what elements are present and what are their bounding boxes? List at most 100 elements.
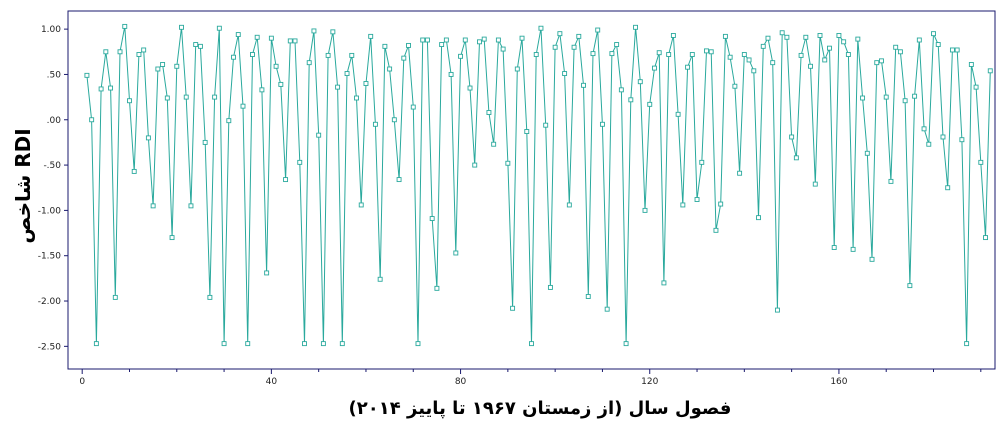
data-point — [836, 33, 842, 38]
x-axis-title: فصول سال (از زمستان ۱۹۶۷ تا پاییز ۲۰۱۴) — [349, 398, 732, 419]
data-point — [330, 29, 336, 35]
data-point — [510, 305, 516, 311]
data-point — [519, 35, 525, 41]
data-point — [727, 54, 733, 60]
data-point — [212, 94, 218, 100]
data-point — [831, 245, 837, 251]
data-point — [443, 37, 449, 43]
data-point — [108, 85, 114, 91]
y-tick-label: -2.00 — [38, 297, 62, 307]
data-point — [141, 47, 147, 53]
data-point — [874, 60, 880, 66]
data-point — [637, 79, 643, 85]
data-point — [789, 134, 795, 140]
data-point — [779, 30, 785, 36]
data-point — [689, 52, 695, 57]
data-point — [860, 95, 866, 101]
data-point — [798, 52, 804, 58]
data-point — [193, 42, 199, 47]
data-point — [590, 51, 596, 57]
data-point — [954, 47, 960, 53]
data-point — [968, 62, 974, 67]
data-point — [197, 43, 203, 49]
data-point — [774, 307, 780, 313]
data-point — [737, 170, 743, 176]
data-point — [708, 49, 714, 55]
x-tick-label: 160 — [830, 377, 847, 387]
data-point — [524, 129, 530, 134]
data-point — [585, 294, 591, 299]
data-point — [633, 24, 639, 30]
data-point — [216, 25, 222, 31]
data-point — [845, 52, 851, 57]
data-point — [562, 71, 568, 76]
data-point — [145, 135, 151, 141]
data-point — [207, 294, 213, 300]
data-point — [500, 46, 506, 52]
data-point — [122, 23, 128, 29]
data-point — [940, 134, 946, 140]
data-point — [921, 126, 927, 132]
data-point — [221, 341, 227, 347]
data-point — [912, 93, 918, 99]
data-point — [311, 28, 317, 34]
x-tick-label: 0 — [79, 377, 85, 387]
data-point — [694, 197, 700, 202]
data-point — [670, 33, 676, 38]
data-point — [869, 256, 875, 262]
data-point — [718, 201, 724, 207]
data-point — [652, 65, 657, 71]
data-point — [538, 25, 544, 31]
data-point — [268, 35, 274, 41]
data-point — [533, 52, 539, 57]
data-point — [897, 49, 903, 55]
data-point — [576, 33, 582, 39]
y-tick-label: -.50 — [43, 161, 61, 171]
data-point — [935, 42, 941, 47]
data-point — [278, 81, 284, 87]
data-point — [462, 37, 468, 43]
data-point — [410, 104, 416, 110]
y-tick-label: .00 — [47, 116, 62, 126]
data-point — [240, 103, 246, 109]
data-point — [160, 62, 166, 67]
data-point — [495, 37, 501, 43]
data-point — [642, 207, 648, 213]
data-point — [169, 235, 175, 241]
data-point — [888, 178, 894, 184]
data-point — [987, 68, 993, 74]
data-point — [439, 42, 445, 47]
data-point — [505, 160, 511, 166]
data-point — [784, 34, 790, 40]
data-point — [287, 38, 293, 44]
data-point — [250, 52, 255, 57]
y-tick-label: 1.00 — [41, 25, 61, 35]
data-point — [292, 38, 298, 44]
data-point — [803, 34, 809, 40]
data-point — [98, 86, 104, 92]
data-point — [552, 44, 558, 50]
data-point — [424, 37, 430, 43]
data-point — [372, 121, 378, 127]
data-point — [358, 202, 364, 208]
data-point — [581, 82, 586, 88]
data-point — [264, 270, 270, 276]
data-point — [557, 31, 563, 37]
data-point — [770, 60, 776, 66]
data-point — [325, 52, 331, 58]
data-point — [751, 68, 757, 74]
data-point — [699, 159, 705, 165]
data-point — [756, 215, 761, 221]
data-point — [382, 43, 388, 49]
data-point — [978, 159, 984, 165]
data-point — [453, 250, 459, 256]
data-point — [297, 159, 303, 165]
data-point — [949, 47, 955, 53]
data-point — [335, 84, 341, 90]
data-point — [429, 216, 435, 221]
data-point — [245, 341, 251, 347]
data-point — [273, 63, 279, 69]
data-point — [879, 58, 884, 64]
